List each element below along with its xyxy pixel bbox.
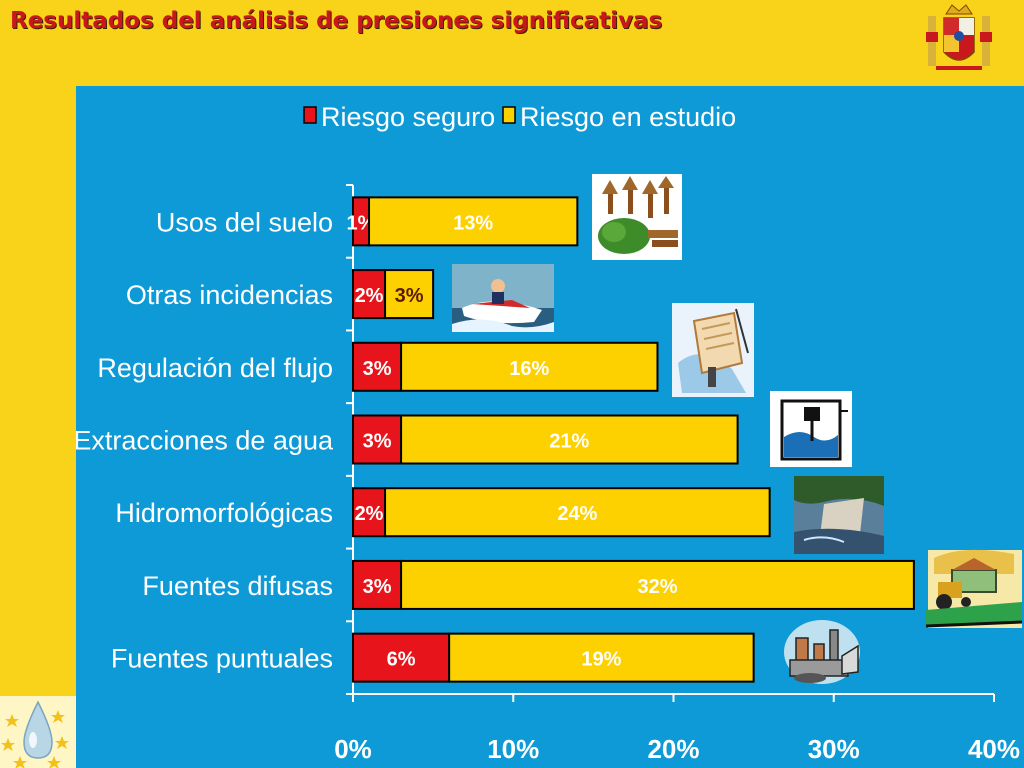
bar-value-label: 2%	[355, 503, 384, 525]
bar-value-label: 3%	[363, 358, 392, 380]
x-tick-label: 10%	[487, 734, 539, 764]
chart-panel: Riesgo seguro Riesgo en estudio 1% 13% 2% 3…	[76, 86, 1024, 768]
bar-value-label: 3%	[363, 576, 392, 598]
x-tick-label: 30%	[808, 734, 860, 764]
chart-bars: 1% 13%2% 3%3% 16%3% 21%2% 24%3% 32%6% 19%	[347, 196, 915, 683]
category-label-fuentes-puntuales: Fuentes puntuales	[111, 644, 333, 674]
bar-riesgo-en-estudio-fuentes-puntuales	[448, 632, 755, 683]
legend-swatch-riesgo-en-estudio	[502, 106, 516, 124]
category-label-hidromorfologicas: Hidromorfológicas	[115, 498, 333, 528]
bar-value-label: 21%	[549, 431, 589, 453]
category-labels: Usos del suelo Otras incidencias Regulació…	[76, 207, 334, 673]
bar-value-label: 6%	[387, 649, 416, 671]
dam-clipart-icon	[794, 476, 884, 554]
legend-swatch-riesgo-seguro	[303, 106, 317, 124]
bar-riesgo-en-estudio-extracciones-de-agua	[400, 414, 739, 465]
bar-riesgo-seguro-extracciones-de-agua	[352, 414, 403, 465]
category-label-fuentes-difusas: Fuentes difusas	[142, 571, 333, 601]
bar-value-label: 3%	[363, 431, 392, 453]
bar-riesgo-en-estudio-fuentes-difusas	[400, 559, 915, 610]
jetski-clipart-icon	[452, 264, 554, 332]
eu-water-drop-logo-icon	[0, 696, 76, 768]
category-label-usos-del-suelo: Usos del suelo	[156, 207, 333, 237]
x-tick-labels: 0% 10% 20% 30% 40%	[334, 734, 1020, 764]
stacked-bar-chart: Riesgo seguro Riesgo en estudio 1% 13%2% 3…	[76, 102, 1023, 764]
factory-clipart-icon	[784, 620, 860, 684]
forest-clipart-icon	[592, 174, 682, 260]
x-tick-label: 20%	[647, 734, 699, 764]
category-label-otras-incidencias: Otras incidencias	[126, 280, 333, 310]
bar-value-label: 32%	[637, 576, 677, 598]
bar-value-label: 3%	[395, 285, 424, 307]
bar-value-label: 16%	[509, 358, 549, 380]
bar-value-label: 19%	[581, 649, 621, 671]
bar-riesgo-seguro-regulacion-del-flujo	[352, 341, 403, 392]
chart-legend: Riesgo seguro Riesgo en estudio	[303, 102, 736, 132]
category-label-extracciones-de-agua: Extracciones de agua	[76, 426, 334, 456]
bar-value-label: 2%	[355, 285, 384, 307]
bar-riesgo-seguro-fuentes-puntuales	[352, 632, 451, 683]
legend-label-riesgo-en-estudio: Riesgo en estudio	[520, 102, 736, 132]
bar-riesgo-seguro-fuentes-difusas	[352, 559, 403, 610]
x-tick-label: 0%	[334, 734, 372, 764]
x-tick-label: 40%	[968, 734, 1020, 764]
bar-riesgo-en-estudio-regulacion-del-flujo	[400, 341, 659, 392]
category-label-regulacion-del-flujo: Regulación del flujo	[97, 353, 333, 383]
bar-riesgo-en-estudio-hidromorfologicas	[384, 487, 771, 538]
fishing-clipart-icon	[672, 303, 754, 397]
bar-riesgo-en-estudio-usos-del-suelo	[368, 196, 579, 247]
bar-value-label: 13%	[453, 212, 493, 234]
slide-title: Resultados del análisis de presiones sig…	[10, 8, 663, 34]
farm-tractor-clipart-icon	[925, 549, 1023, 628]
water-pump-clipart-icon	[770, 391, 852, 467]
legend-label-riesgo-seguro: Riesgo seguro	[321, 102, 495, 132]
spain-coat-of-arms-icon	[926, 4, 992, 70]
bar-riesgo-en-estudio-otras-incidencias	[384, 269, 435, 320]
bar-value-label: 24%	[557, 503, 597, 525]
